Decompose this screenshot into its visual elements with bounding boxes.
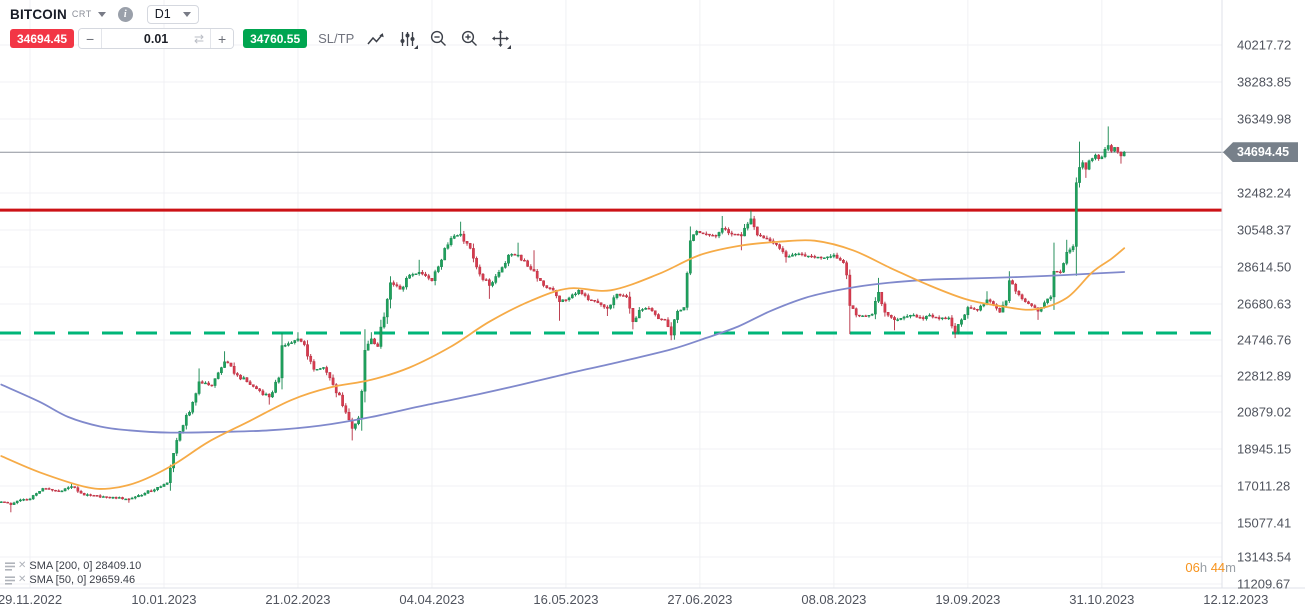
sltp-button[interactable]: SL/TP bbox=[318, 31, 355, 46]
volume-decrease-button[interactable]: − bbox=[79, 29, 103, 48]
sma200-line bbox=[0, 271, 1126, 434]
symbol-name: BITCOIN bbox=[10, 6, 67, 22]
price-axis-label: 40217.72 bbox=[1237, 37, 1292, 53]
price-axis-label: 17011.28 bbox=[1237, 478, 1291, 494]
price-axis-label: 32482.24 bbox=[1237, 185, 1292, 201]
chart-toolbar: BITCOIN CRT i D1 34694.45 − 0.01 ⇄ + 347… bbox=[10, 4, 512, 49]
date-label: 31.10.2023 bbox=[1069, 592, 1135, 607]
info-icon[interactable]: i bbox=[117, 6, 133, 22]
price-axis-label: 38283.85 bbox=[1237, 74, 1292, 90]
price-axis-label: 22812.89 bbox=[1237, 368, 1292, 384]
buy-button[interactable]: 34760.55 bbox=[243, 29, 308, 48]
indicator-close-icon[interactable]: ✕ bbox=[18, 560, 27, 571]
indicator-close-icon[interactable]: ✕ bbox=[18, 574, 27, 585]
timeframe-value: D1 bbox=[154, 7, 171, 21]
date-label: 27.06.2023 bbox=[667, 592, 733, 607]
countdown-hours: 06 bbox=[1185, 560, 1200, 575]
symbol-dropdown-caret-icon[interactable] bbox=[97, 11, 106, 17]
price-axis-label: 30548.37 bbox=[1237, 222, 1292, 238]
chart-tool-icons bbox=[367, 30, 512, 49]
candles[interactable] bbox=[0, 126, 1126, 513]
price-axis-label: 26680.63 bbox=[1237, 296, 1292, 312]
symbol-type-label: CRT bbox=[71, 9, 92, 19]
date-label: 10.01.2023 bbox=[131, 592, 197, 607]
volume-refresh-icon[interactable]: ⇄ bbox=[194, 31, 205, 46]
date-label: 29.11.2022 bbox=[0, 592, 63, 607]
indicator-value: 29659.46 bbox=[89, 574, 136, 586]
legend-row-sma200: ✕ SMA [200, 0] 28409.10 bbox=[5, 559, 141, 573]
indicator-settings-icon[interactable] bbox=[5, 561, 15, 571]
price-axis-label: 18945.15 bbox=[1237, 441, 1292, 457]
candle-countdown: 06h 44m bbox=[1185, 560, 1236, 575]
price-axis-label: 13143.54 bbox=[1237, 549, 1292, 565]
volume-stepper: − 0.01 ⇄ + bbox=[78, 28, 235, 49]
timeframe-select[interactable]: D1 bbox=[146, 4, 199, 24]
trend-line-tool-icon[interactable] bbox=[367, 30, 385, 48]
legend-row-sma50: ✕ SMA [50, 0] 29659.46 bbox=[5, 573, 141, 587]
date-label: 19.09.2023 bbox=[935, 592, 1001, 607]
date-label: 16.05.2023 bbox=[533, 592, 599, 607]
date-label: 21.02.2023 bbox=[265, 592, 331, 607]
indicator-value: 28409.10 bbox=[95, 560, 142, 572]
volume-field[interactable]: 0.01 ⇄ bbox=[102, 29, 210, 48]
zoom-in-icon[interactable] bbox=[460, 30, 478, 48]
sma50-line bbox=[0, 239, 1126, 490]
date-label: 08.08.2023 bbox=[801, 592, 867, 607]
indicator-settings-icon[interactable] bbox=[5, 575, 15, 585]
date-label: 04.04.2023 bbox=[399, 592, 465, 607]
zoom-out-icon[interactable] bbox=[429, 30, 447, 48]
indicator-legend: ✕ SMA [200, 0] 28409.10 ✕ SMA [50, 0] 29… bbox=[5, 559, 141, 587]
pan-move-icon[interactable] bbox=[491, 30, 512, 49]
volume-value[interactable]: 0.01 bbox=[143, 31, 169, 46]
countdown-minutes: 44 bbox=[1210, 560, 1226, 575]
indicator-label: SMA [200, 0] bbox=[29, 560, 93, 572]
price-axis-label: 28614.50 bbox=[1237, 259, 1292, 275]
price-axis-label: 11209.67 bbox=[1237, 576, 1291, 592]
sell-button[interactable]: 34694.45 bbox=[10, 29, 75, 48]
timeframe-caret-icon bbox=[182, 11, 191, 17]
volume-increase-button[interactable]: + bbox=[210, 29, 234, 48]
price-axis-label: 24746.76 bbox=[1237, 332, 1292, 348]
date-label: 12.12.2023 bbox=[1203, 592, 1269, 607]
indicators-tool-icon[interactable] bbox=[398, 30, 419, 49]
price-axis-label: 36349.98 bbox=[1237, 111, 1292, 127]
current-price-tag: 34694.45 bbox=[1223, 142, 1299, 163]
price-axis-label: 20879.02 bbox=[1237, 404, 1292, 420]
price-axis-label: 15077.41 bbox=[1237, 515, 1292, 531]
indicator-label: SMA [50, 0] bbox=[29, 574, 87, 586]
